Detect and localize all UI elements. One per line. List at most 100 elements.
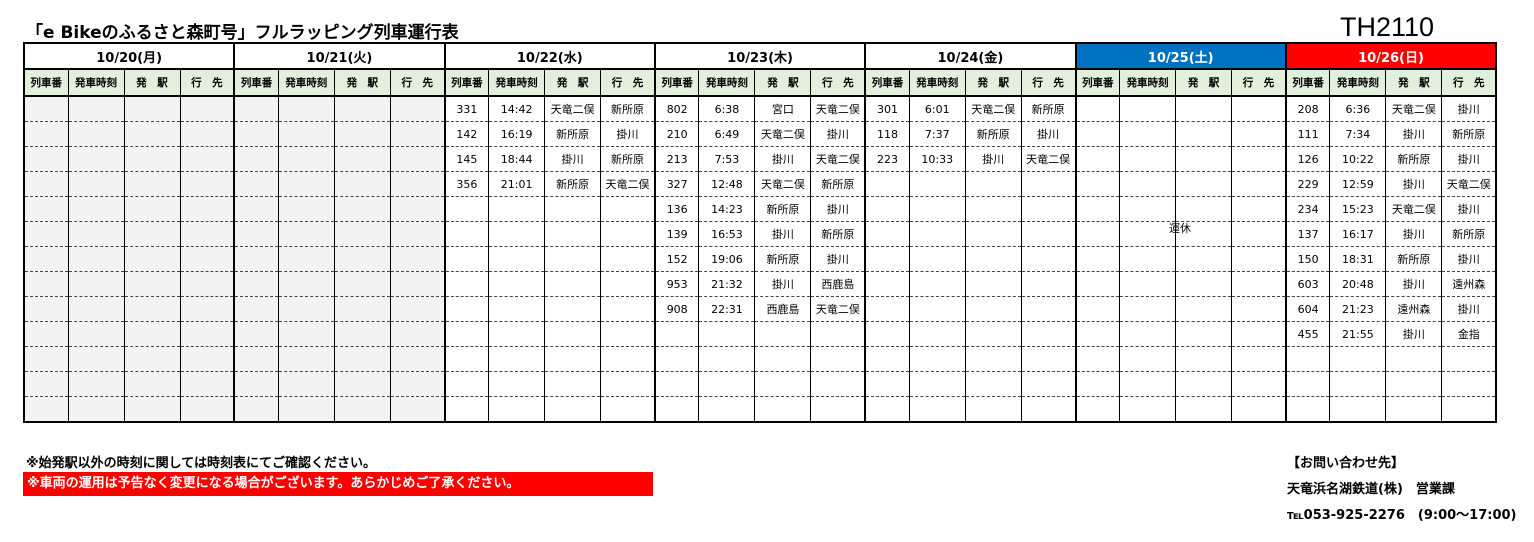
origin-station-cell <box>1175 196 1232 222</box>
table-row: 908 22:31 西鹿島 天竜二俣 604 21:23 遠州森 掛川 <box>23 296 1497 322</box>
origin-station-cell <box>1175 171 1232 197</box>
train-number-cell <box>1074 346 1120 372</box>
departure-time-cell <box>698 346 755 372</box>
destination-cell <box>1231 396 1286 423</box>
destination-cell: 新所原 <box>600 146 655 172</box>
departure-time-cell <box>908 371 966 397</box>
origin-station-cell: 新所原 <box>754 196 811 222</box>
origin-station-cell <box>544 246 601 272</box>
departure-time-cell <box>908 171 966 197</box>
train-number-cell <box>23 146 68 172</box>
column-header: 行 先 <box>179 69 235 97</box>
origin-station-cell: 掛川 <box>754 221 811 247</box>
destination-cell: 掛川 <box>810 121 866 147</box>
departure-time-cell <box>488 246 545 272</box>
destination-cell: 天竜二俣 <box>810 296 866 322</box>
departure-time-cell: 21:23 <box>1329 296 1386 322</box>
column-header: 発 駅 <box>544 69 601 97</box>
origin-station-cell <box>123 146 180 172</box>
destination-cell: 天竜二俣 <box>1020 146 1076 172</box>
destination-cell: 天竜二俣 <box>810 96 866 122</box>
train-number-cell <box>23 346 68 372</box>
departure-time-cell <box>908 271 966 297</box>
train-number-cell <box>23 121 68 147</box>
table-row: 953 21:32 掛川 西鹿島 603 20:48 掛川 遠州森 <box>23 271 1497 297</box>
train-number-cell: 137 <box>1284 221 1330 247</box>
destination-cell <box>600 196 655 222</box>
departure-time-cell: 14:42 <box>488 96 545 122</box>
column-header: 行 先 <box>1441 69 1497 97</box>
train-number-cell <box>864 346 910 372</box>
origin-station-cell <box>1175 346 1232 372</box>
destination-cell <box>1020 346 1076 372</box>
origin-station-cell <box>1175 221 1232 247</box>
date-row: 10/20(月) 10/21(火) 10/22(水) 10/23(木) 10/24(金)… <box>22 42 1498 70</box>
origin-station-cell: 掛川 <box>754 271 811 297</box>
destination-cell <box>179 171 235 197</box>
column-header: 発 駅 <box>964 69 1022 97</box>
train-number-cell <box>653 346 699 372</box>
departure-time-cell <box>277 221 335 247</box>
train-number-cell: 142 <box>443 121 489 147</box>
departure-time-cell <box>1329 396 1386 423</box>
column-header: 発車時刻 <box>67 69 124 97</box>
train-number-cell <box>1074 196 1120 222</box>
origin-station-cell <box>123 346 180 372</box>
destination-cell <box>600 271 655 297</box>
departure-time-cell <box>908 321 966 347</box>
train-number-cell <box>233 296 279 322</box>
departure-time-cell <box>908 346 966 372</box>
departure-time-cell: 7:53 <box>698 146 755 172</box>
destination-cell <box>389 346 445 372</box>
note-vehicle-change: ※車両の運用は予告なく変更になる場合がございます。あらかじめご了承ください。 <box>23 472 653 496</box>
destination-cell: 掛川 <box>810 246 866 272</box>
departure-time-cell <box>67 196 124 222</box>
destination-cell <box>1231 221 1286 247</box>
destination-cell <box>179 246 235 272</box>
destination-cell <box>1441 371 1497 397</box>
train-number-cell: 234 <box>1284 196 1330 222</box>
day-header: 10/20(月) <box>22 42 236 70</box>
train-number-cell <box>233 171 279 197</box>
departure-time-cell: 10:33 <box>908 146 966 172</box>
train-number-cell: 331 <box>443 96 489 122</box>
column-header: 列車番 <box>864 69 910 97</box>
departure-time-cell <box>488 196 545 222</box>
origin-station-cell <box>544 346 601 372</box>
origin-station-cell <box>964 171 1022 197</box>
train-number-cell <box>864 321 910 347</box>
origin-station-cell <box>964 321 1022 347</box>
column-header: 発車時刻 <box>698 69 755 97</box>
train-number-cell <box>443 296 489 322</box>
destination-cell: 天竜二俣 <box>600 171 655 197</box>
departure-time-cell: 6:49 <box>698 121 755 147</box>
table-row: 455 21:55 掛川 金指 <box>23 321 1497 347</box>
departure-time-cell <box>1119 171 1176 197</box>
train-number-cell <box>23 221 68 247</box>
train-number-cell <box>233 196 279 222</box>
departure-time-cell <box>67 346 124 372</box>
origin-station-cell <box>333 371 391 397</box>
destination-cell: 掛川 <box>600 121 655 147</box>
origin-station-cell <box>123 171 180 197</box>
train-number-cell <box>233 246 279 272</box>
departure-time-cell <box>488 371 545 397</box>
destination-cell <box>810 371 866 397</box>
column-header: 発 駅 <box>123 69 180 97</box>
origin-station-cell: 掛川 <box>754 146 811 172</box>
departure-time-cell <box>488 296 545 322</box>
train-number-cell <box>23 196 68 222</box>
day-header: 10/22(水) <box>443 42 656 70</box>
destination-cell: 天竜二俣 <box>810 146 866 172</box>
train-number-cell <box>653 371 699 397</box>
train-number-cell: 604 <box>1284 296 1330 322</box>
departure-time-cell <box>908 246 966 272</box>
origin-station-cell <box>1175 321 1232 347</box>
origin-station-cell <box>333 96 391 122</box>
origin-station-cell: 掛川 <box>1385 271 1442 297</box>
train-number-cell: 152 <box>653 246 699 272</box>
train-number-cell <box>1074 296 1120 322</box>
departure-time-cell <box>1329 371 1386 397</box>
table-row <box>23 371 1497 397</box>
train-number-cell: 118 <box>864 121 910 147</box>
